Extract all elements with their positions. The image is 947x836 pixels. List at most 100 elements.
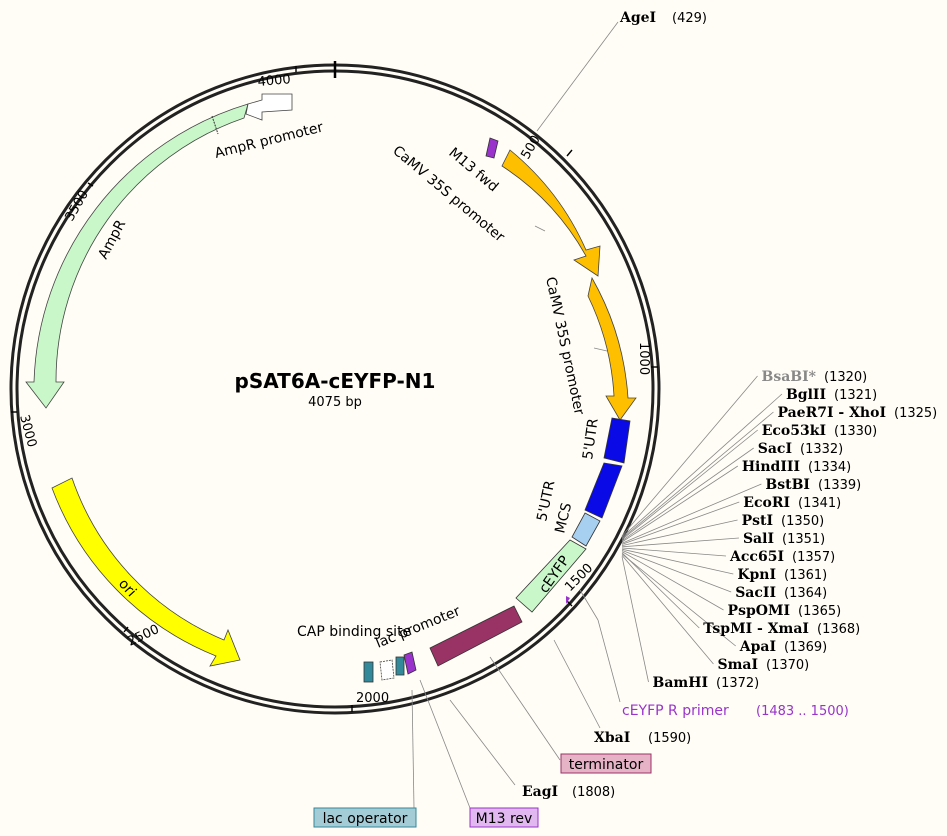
site-hindiii: HindIII (1334) (742, 459, 851, 475)
label-5utr-2: 5'UTR (534, 479, 558, 523)
boxed-terminator: terminator (560, 753, 652, 774)
site-smai: SmaI (1370) (717, 657, 809, 673)
svg-text:(1361): (1361) (784, 568, 827, 583)
svg-text:(1370): (1370) (766, 658, 809, 673)
tick-label-1000: 1000 (636, 342, 651, 375)
boxed-lac-operator: lac operator (313, 807, 417, 828)
svg-text:BsaBI*: BsaBI* (762, 369, 817, 385)
site-psti: PstI (1350) (742, 513, 825, 529)
svg-text:EagI: EagI (522, 784, 558, 800)
tick-label-2500: 2500 (125, 622, 161, 650)
svg-text:SalI: SalI (743, 531, 774, 547)
site-bamhi: BamHI (1372) (653, 675, 760, 691)
svg-text:(1325): (1325) (894, 406, 937, 421)
site-paer7i-xhoi: PaeR7I - XhoI (1325) (777, 405, 937, 421)
feature-ori (51, 477, 241, 667)
feature-ampr-promoter (245, 93, 293, 121)
svg-text:PaeR7I - XhoI: PaeR7I - XhoI (777, 405, 886, 421)
svg-text:SacI: SacI (758, 441, 792, 457)
site-eco53ki: Eco53kI (1330) (762, 423, 878, 439)
svg-text:(1339): (1339) (818, 478, 861, 493)
plasmid-length: 4075 bp (308, 395, 362, 410)
svg-text:BglII: BglII (786, 387, 826, 403)
svg-text:lac operator: lac operator (323, 811, 408, 827)
site-list: BsaBI* (1320) BglII (1321) PaeR7I - XhoI (132… (653, 369, 938, 691)
svg-text:(1483 .. 1500): (1483 .. 1500) (756, 704, 849, 719)
svg-text:HindIII: HindIII (742, 459, 800, 475)
svg-text:(1372): (1372) (716, 676, 759, 691)
feature-m13-fwd (485, 137, 499, 159)
site-tspmi-xmai: TspMI - XmaI (1368) (703, 621, 860, 637)
site-pspomi: PspOMI (1365) (728, 603, 842, 619)
feature-ampr (25, 103, 249, 409)
svg-text:(1321): (1321) (834, 388, 877, 403)
svg-text:(1320): (1320) (824, 370, 867, 385)
svg-text:SacII: SacII (735, 585, 776, 601)
svg-text:Acc65I: Acc65I (729, 549, 784, 565)
feature-mcs (571, 512, 601, 547)
svg-text:terminator: terminator (569, 757, 644, 773)
site-aget: AgeI (429) (619, 10, 707, 26)
site-fan (621, 375, 783, 683)
leader-lines (411, 21, 621, 809)
label-cap-site: CAP binding site (297, 624, 411, 640)
feature-terminator (429, 605, 523, 667)
label-ampr-promoter: AmpR promoter (213, 119, 325, 161)
svg-text:BstBI: BstBI (765, 477, 810, 493)
site-sali: SalI (1351) (743, 531, 825, 547)
tick-minor (11, 66, 658, 712)
site-bstbi: BstBI (1339) (765, 477, 861, 493)
label-mcs: MCS (552, 501, 575, 535)
site-eagi: EagI (1808) (522, 784, 615, 800)
svg-text:(1334): (1334) (808, 460, 851, 475)
svg-text:(1330): (1330) (834, 424, 877, 439)
site-acc65i: Acc65I (1357) (729, 549, 835, 565)
feature-5utr-2 (584, 462, 623, 519)
svg-text:(1808): (1808) (572, 785, 615, 800)
label-camv-promoter-2: CaMV 35S promoter (542, 276, 587, 417)
svg-text:BamHI: BamHI (653, 675, 709, 691)
svg-text:AgeI: AgeI (619, 10, 656, 26)
site-bsabi-: BsaBI* (1320) (762, 369, 868, 385)
site-xbai: XbaI (1590) (594, 730, 691, 746)
feature-m13-rev (403, 651, 417, 675)
feature-ceyfp (515, 539, 587, 613)
svg-text:(1590): (1590) (648, 731, 691, 746)
svg-text:SmaI: SmaI (717, 657, 758, 673)
site-apai: ApaI (1369) (739, 639, 828, 655)
site-kpni: KpnI (1361) (737, 567, 827, 583)
feature-lac-operator (363, 656, 405, 683)
svg-text:EcoRI: EcoRI (743, 495, 790, 511)
feature-camv-promoter-2 (587, 276, 637, 421)
svg-text:ApaI: ApaI (739, 639, 776, 655)
site-sacii: SacII (1364) (735, 585, 827, 601)
boxed-m13-rev: M13 rev (469, 807, 539, 828)
svg-text:(1369): (1369) (784, 640, 827, 655)
svg-text:(1365): (1365) (798, 604, 841, 619)
svg-text:(1341): (1341) (798, 496, 841, 511)
svg-text:(1368): (1368) (817, 622, 860, 637)
site-bglii: BglII (1321) (786, 387, 877, 403)
svg-text:(1351): (1351) (782, 532, 825, 547)
site-saci: SacI (1332) (758, 441, 844, 457)
svg-text:cEYFP R primer: cEYFP R primer (622, 703, 729, 719)
feature-camv-promoter-1 (501, 149, 601, 277)
svg-text:(1364): (1364) (784, 586, 827, 601)
feature-primer-marker (566, 596, 570, 604)
label-5utr-1: 5'UTR (580, 417, 602, 460)
primer-label: cEYFP R primer (1483 .. 1500) (622, 703, 849, 719)
svg-text:(1332): (1332) (800, 442, 843, 457)
svg-text:XbaI: XbaI (594, 730, 630, 746)
tick-label-2000: 2000 (356, 691, 389, 706)
site-ecori: EcoRI (1341) (743, 495, 841, 511)
svg-text:PspOMI: PspOMI (728, 603, 790, 619)
svg-text:M13 rev: M13 rev (476, 811, 533, 827)
svg-text:(1357): (1357) (792, 550, 835, 565)
svg-text:TspMI - XmaI: TspMI - XmaI (703, 621, 809, 637)
tick-label-4000: 4000 (257, 72, 291, 90)
svg-text:Eco53kI: Eco53kI (762, 423, 826, 439)
svg-text:KpnI: KpnI (737, 567, 776, 583)
feature-lac-promoter (379, 659, 395, 681)
svg-text:(1350): (1350) (781, 514, 824, 529)
